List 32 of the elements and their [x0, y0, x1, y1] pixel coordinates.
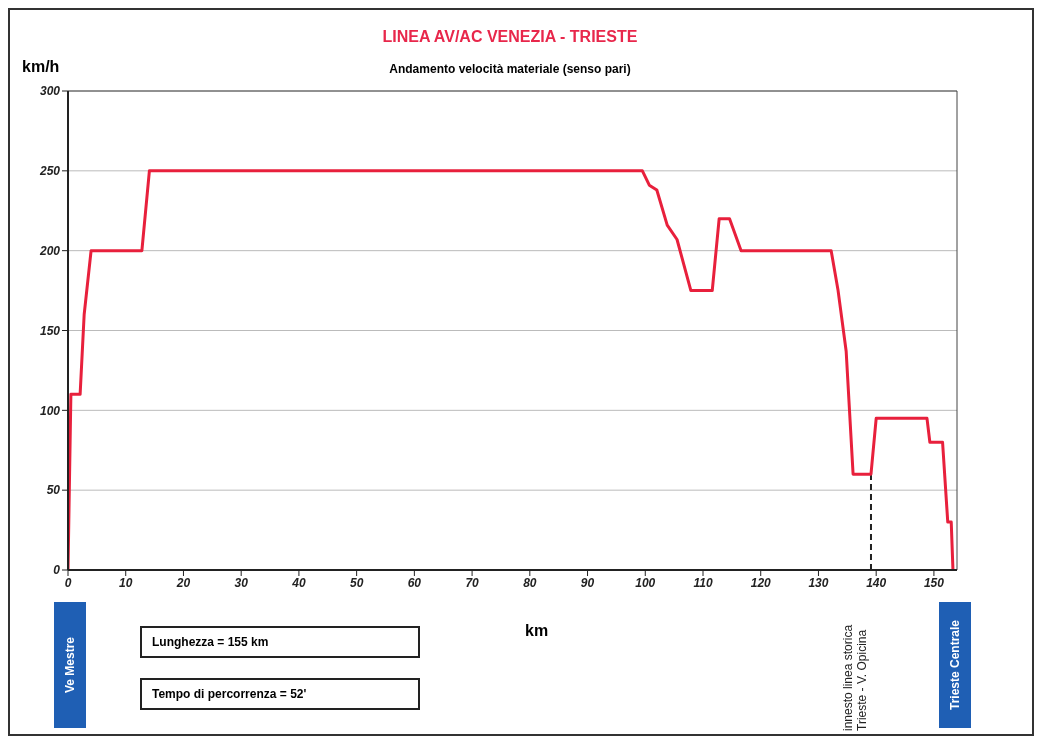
- x-tick-label: 30: [234, 575, 249, 590]
- ref-line-label: innesto linea storica Trieste - V. Opicina: [840, 623, 870, 731]
- chart-subtitle: Andamento velocità materiale (senso pari): [389, 62, 631, 76]
- x-tick-label: 60: [407, 575, 422, 590]
- y-tick-label: 250: [38, 164, 61, 179]
- text: Tempo di percorrenza = 52': [140, 678, 420, 710]
- x-axis-title: km: [525, 622, 549, 640]
- y-tick-label: 300: [39, 84, 61, 99]
- text: Ve Mestre: [63, 636, 78, 694]
- x-tick-label: 150: [923, 575, 945, 590]
- x-tick-label: 110: [693, 575, 713, 590]
- x-tick-label: 0: [64, 575, 72, 590]
- y-tick-label: 200: [38, 243, 61, 258]
- x-tick-label: 40: [291, 575, 306, 590]
- chart-title: LINEA AV/AC VENEZIA - TRIESTE: [381, 28, 639, 46]
- y-axis-title: km/h: [22, 58, 60, 76]
- y-tick-label: 150: [39, 323, 61, 338]
- x-tick-label: 70: [465, 575, 480, 590]
- x-tick-label: 10: [119, 575, 133, 590]
- x-tick-label: 120: [750, 575, 772, 590]
- y-tick-label: 100: [39, 403, 61, 418]
- y-tick-label: 50: [46, 483, 61, 498]
- x-tick-label: 90: [580, 575, 595, 590]
- text: Trieste Centrale: [947, 619, 962, 711]
- x-tick-label: 20: [175, 575, 191, 590]
- x-tick-label: 50: [349, 575, 364, 590]
- x-tick-label: 140: [866, 575, 887, 590]
- x-tick-label: 130: [808, 575, 829, 590]
- x-tick-label: 100: [635, 575, 656, 590]
- text: Lunghezza = 155 km: [140, 626, 420, 658]
- x-tick-label: 80: [523, 575, 537, 590]
- y-tick-label: 0: [53, 563, 61, 578]
